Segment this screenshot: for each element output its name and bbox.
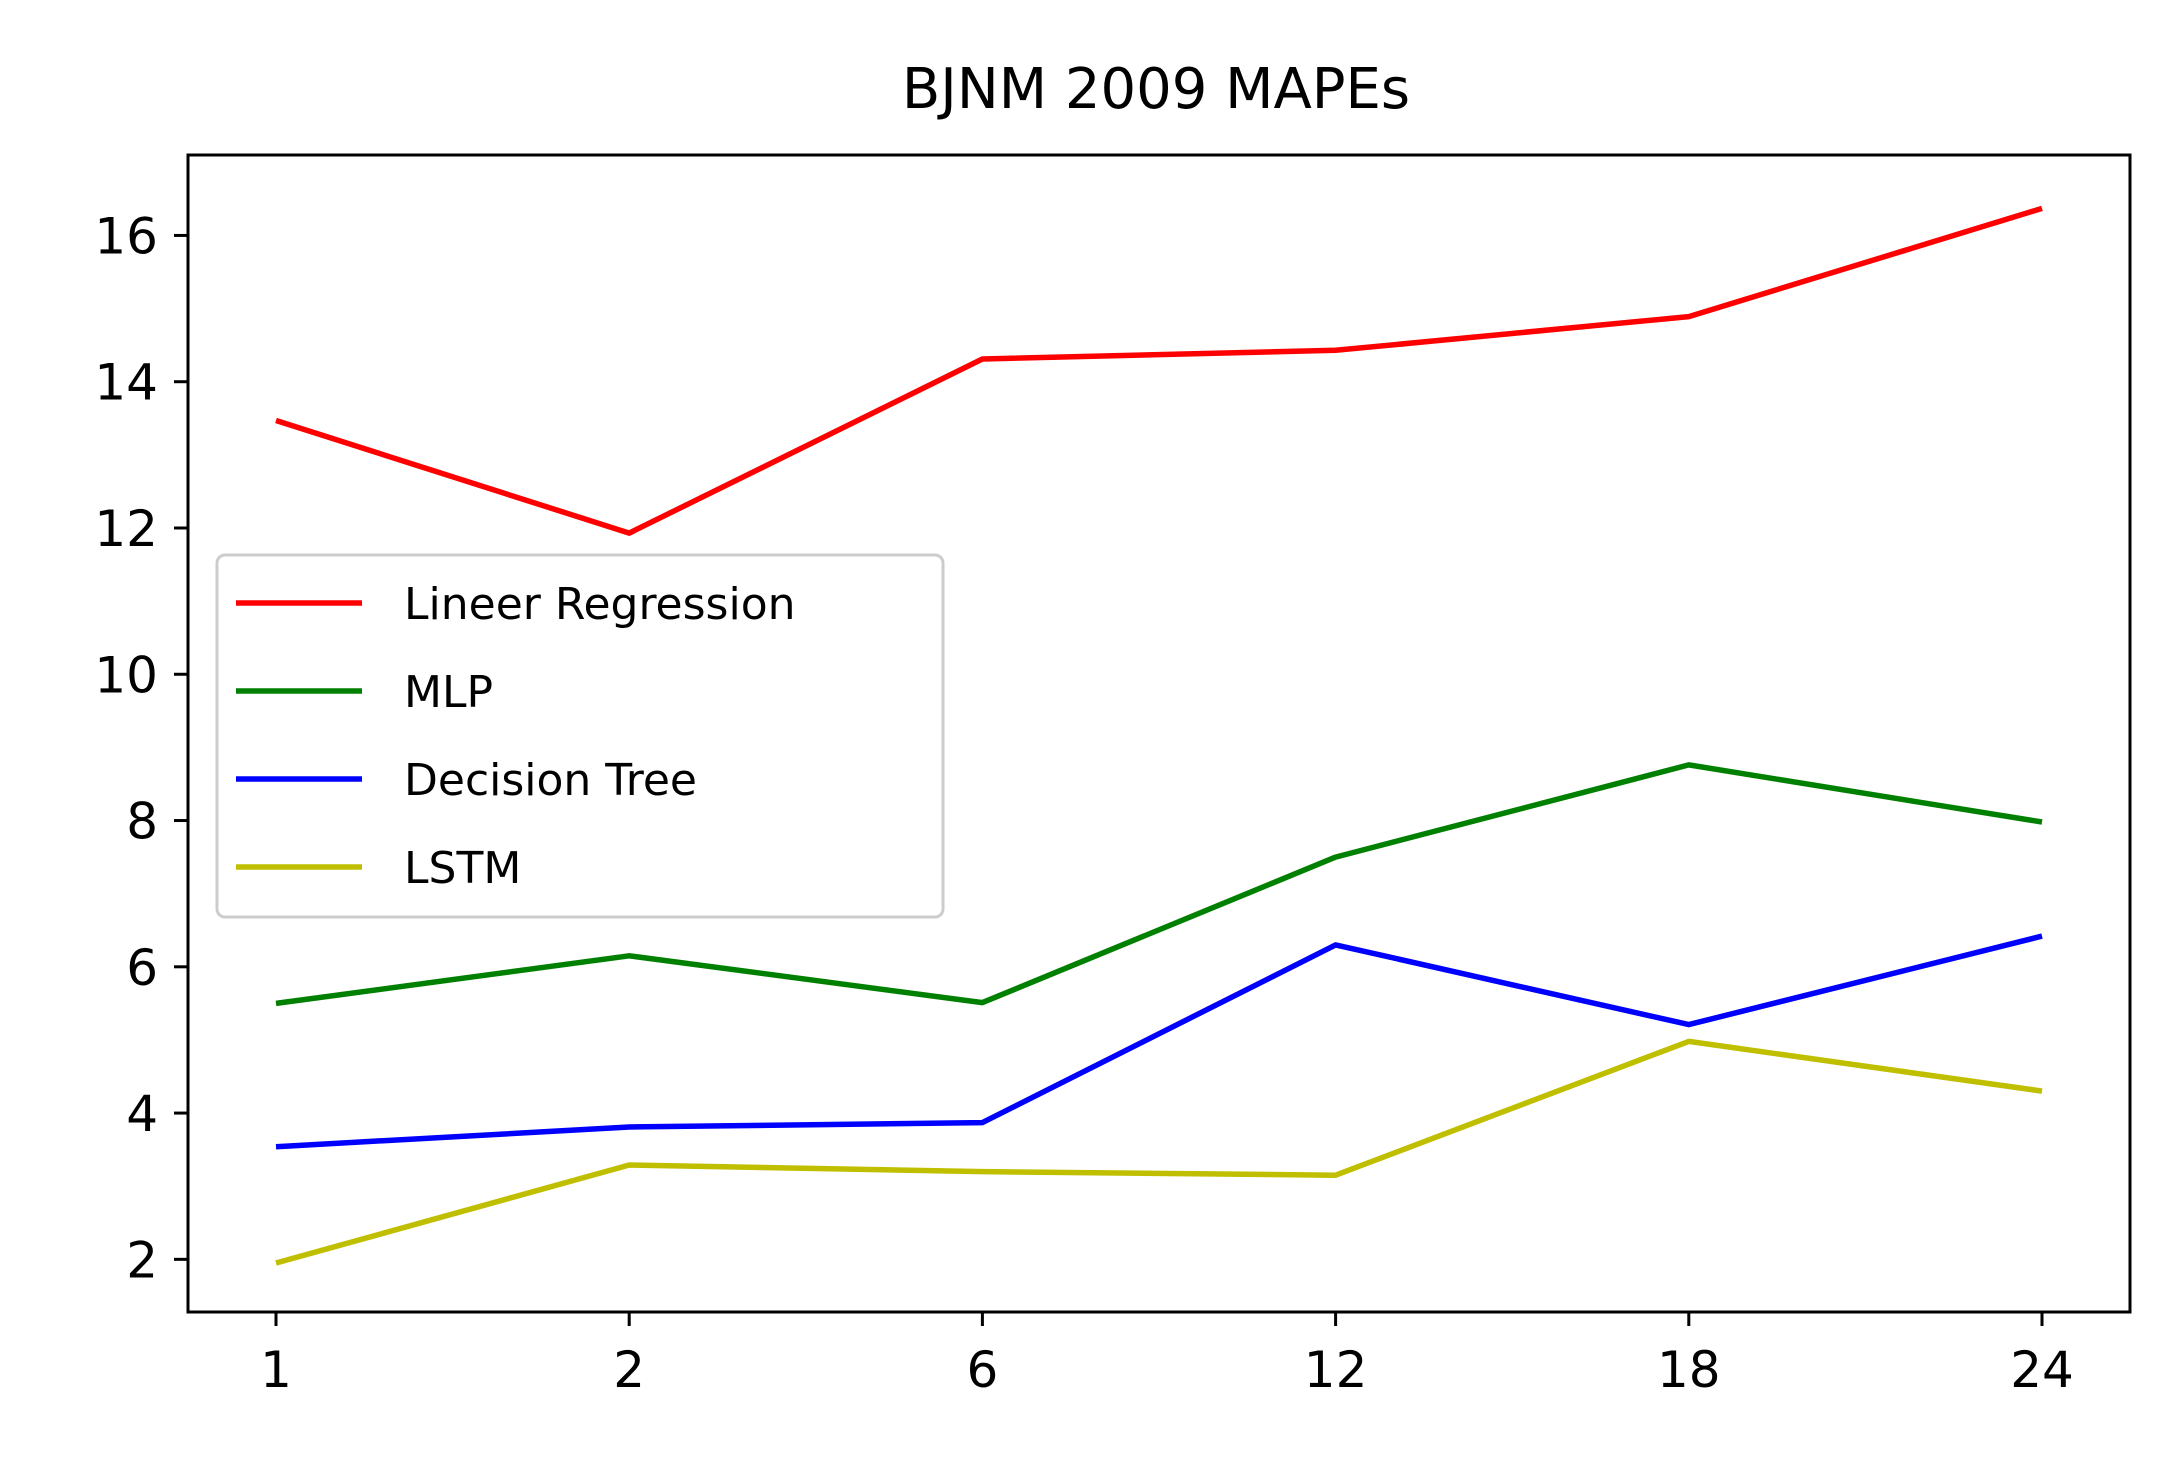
x-tick-label: 2: [613, 1341, 645, 1399]
chart-title: BJNM 2009 MAPEs: [902, 57, 1410, 122]
legend-label-decision-tree: Decision Tree: [404, 755, 697, 806]
x-tick-label: 18: [1657, 1341, 1721, 1399]
series-line-lstm: [275, 1038, 2043, 1266]
legend-label-lstm: LSTM: [404, 843, 521, 894]
legend-label-mlp: MLP: [404, 667, 493, 718]
x-tick-label: 12: [1304, 1341, 1368, 1399]
y-tick-label: 8: [126, 793, 158, 851]
y-tick-label: 6: [126, 939, 158, 997]
y-tick-label: 16: [94, 207, 158, 265]
y-tick-label: 10: [94, 646, 158, 704]
x-tick-label: 24: [2010, 1341, 2074, 1399]
series-line-mlp: [275, 762, 2043, 1007]
plot-frame: [186, 153, 2132, 1314]
series-line-lineer-regression: [275, 205, 2043, 536]
x-tick-label: 1: [260, 1341, 292, 1399]
legend-box: [215, 553, 945, 919]
legend-label-lineer-regression: Lineer Regression: [404, 579, 796, 630]
y-tick-label: 4: [126, 1085, 158, 1143]
y-tick-label: 2: [126, 1231, 158, 1289]
legend: Lineer Regression MLP Decision Tree LSTM: [215, 553, 945, 919]
series-line-decision-tree: [275, 933, 2043, 1150]
y-tick-label: 14: [94, 354, 158, 412]
y-tick-label: 12: [94, 500, 158, 558]
x-tick-label: 6: [966, 1341, 998, 1399]
